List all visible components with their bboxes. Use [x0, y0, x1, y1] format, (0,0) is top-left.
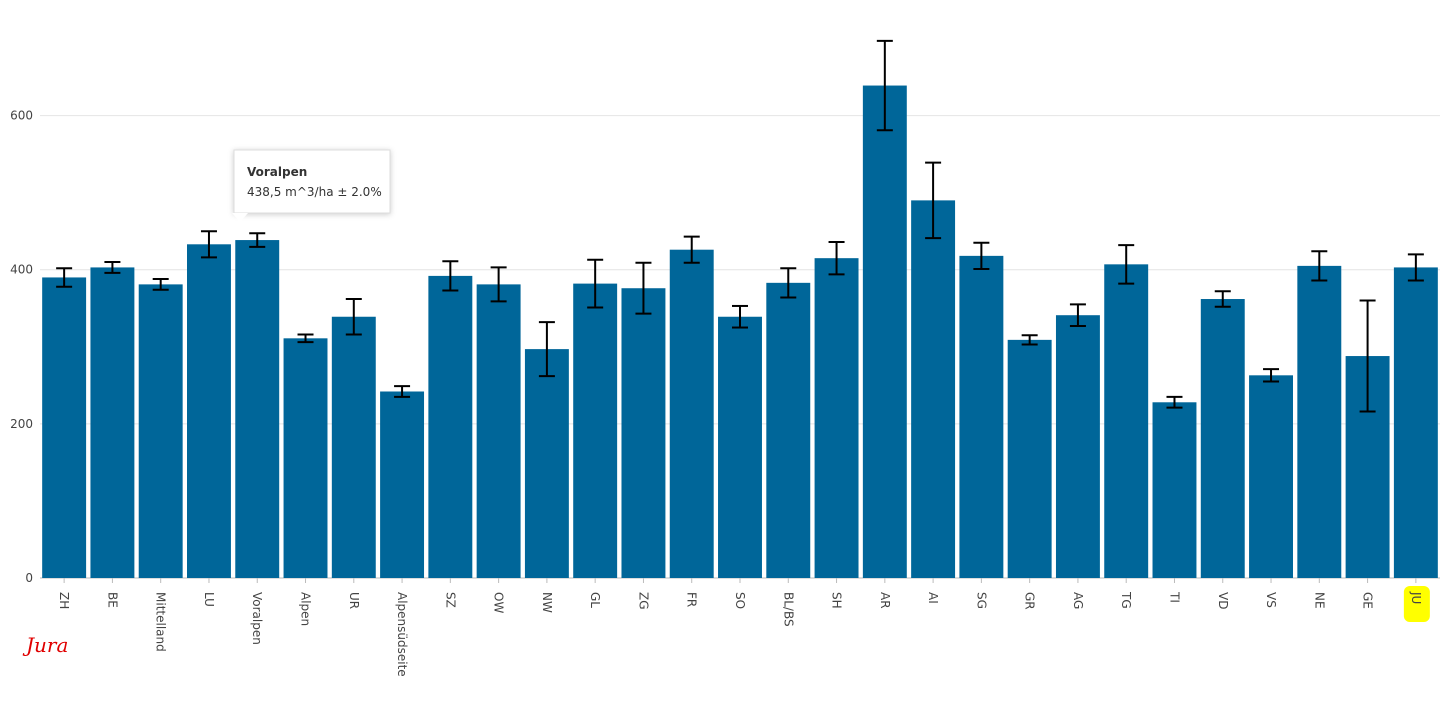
bar [1249, 375, 1293, 578]
x-tick-label: OW [492, 592, 506, 613]
x-tick-label: SH [830, 592, 844, 609]
x-tick-label: VD [1216, 592, 1230, 609]
x-tick-label: BE [105, 592, 119, 608]
error-bar [587, 258, 604, 309]
x-tick-label: NW [540, 592, 554, 613]
error-bar [442, 260, 459, 292]
bar [235, 240, 280, 578]
bar [814, 258, 859, 578]
bar [669, 249, 714, 579]
x-tick-label: Mittelland [154, 592, 168, 652]
bar [524, 349, 569, 578]
error-bar [1021, 334, 1038, 346]
bar [187, 244, 231, 578]
x-tick-label: TI [1167, 591, 1181, 603]
bar [42, 277, 87, 578]
bar [1104, 264, 1149, 578]
error-bar [104, 261, 121, 274]
error-bar [152, 277, 169, 291]
bar [1393, 267, 1438, 578]
y-tick-label: 200 [10, 417, 33, 431]
error-bar [249, 232, 266, 248]
highlight [1403, 586, 1430, 622]
error-bar [56, 267, 73, 288]
x-tick-label: SZ [443, 592, 457, 608]
x-tick-label: SO [733, 592, 747, 609]
x-tick-label: AG [1071, 592, 1085, 609]
bar [1055, 315, 1100, 578]
error-bar [1407, 253, 1424, 282]
bar [380, 391, 425, 578]
bar [573, 283, 618, 578]
error-bar [635, 261, 652, 315]
x-tick-label: GE [1361, 592, 1375, 609]
error-bar [1166, 395, 1183, 409]
bar [766, 282, 811, 578]
y-tick-label: 400 [10, 263, 33, 277]
bar [959, 255, 1004, 578]
x-tick-label: FR [685, 592, 699, 607]
x-tick-label: GL [588, 592, 602, 608]
error-bar [1311, 250, 1328, 282]
bar [1297, 265, 1342, 578]
bar [476, 284, 521, 578]
x-tick-label: ZH [57, 592, 71, 609]
tooltip-title: Voralpen [247, 165, 307, 179]
x-tick-label: AR [878, 592, 892, 609]
bar [428, 275, 473, 578]
tooltip: Voralpen 438,5 m^3/ha ± 2.0% [232, 149, 391, 222]
x-tick-label: Voralpen [250, 592, 264, 645]
error-bar [1263, 368, 1280, 383]
x-tick-label: Alpensüdseite [395, 592, 409, 677]
bar [1200, 299, 1245, 578]
bar [621, 288, 666, 578]
bar [1152, 402, 1197, 578]
error-bar [200, 230, 217, 259]
error-bar [828, 240, 845, 276]
tooltip-text: 438,5 m^3/ha ± 2.0% [247, 185, 382, 199]
x-tick-label: NE [1312, 592, 1326, 609]
bar [90, 267, 135, 578]
error-bar [1069, 303, 1086, 327]
x-tick-label: SG [974, 592, 988, 609]
x-tick-label: Alpen [299, 592, 313, 626]
x-tick-label: AI [926, 592, 940, 604]
error-bar [683, 235, 700, 264]
tooltip-arrow [232, 213, 248, 222]
error-bar [490, 266, 507, 303]
annotation: Jura [22, 633, 68, 657]
bar [283, 338, 328, 578]
error-bar [876, 39, 893, 132]
bar [862, 85, 907, 578]
x-tick-label: TG [1119, 591, 1133, 609]
bar [1007, 339, 1052, 578]
x-tick-label: VS [1264, 592, 1278, 608]
error-bar [925, 161, 942, 240]
x-tick-label: GR [1023, 592, 1037, 610]
error-bar [394, 385, 411, 398]
x-tick-label: LU [202, 592, 216, 607]
error-bar [1118, 244, 1135, 285]
error-bar [538, 321, 555, 378]
error-bar [973, 241, 990, 270]
bar [331, 316, 376, 578]
bar [718, 316, 762, 578]
error-bar [297, 333, 314, 344]
bar [911, 200, 956, 578]
tooltip-box [233, 149, 391, 214]
error-bar [780, 267, 797, 299]
error-bar [732, 304, 748, 329]
error-bar [1359, 299, 1376, 413]
error-bar [345, 298, 362, 336]
bar [138, 284, 183, 578]
y-tick-label: 600 [10, 109, 33, 123]
x-tick-label: JU [1409, 591, 1423, 604]
error-bar [1214, 290, 1231, 308]
x-tick-label: ZG [636, 592, 650, 610]
y-tick-label: 0 [25, 571, 33, 585]
x-tick-label: UR [347, 592, 361, 609]
x-tick-label: BL/BS [781, 592, 795, 627]
